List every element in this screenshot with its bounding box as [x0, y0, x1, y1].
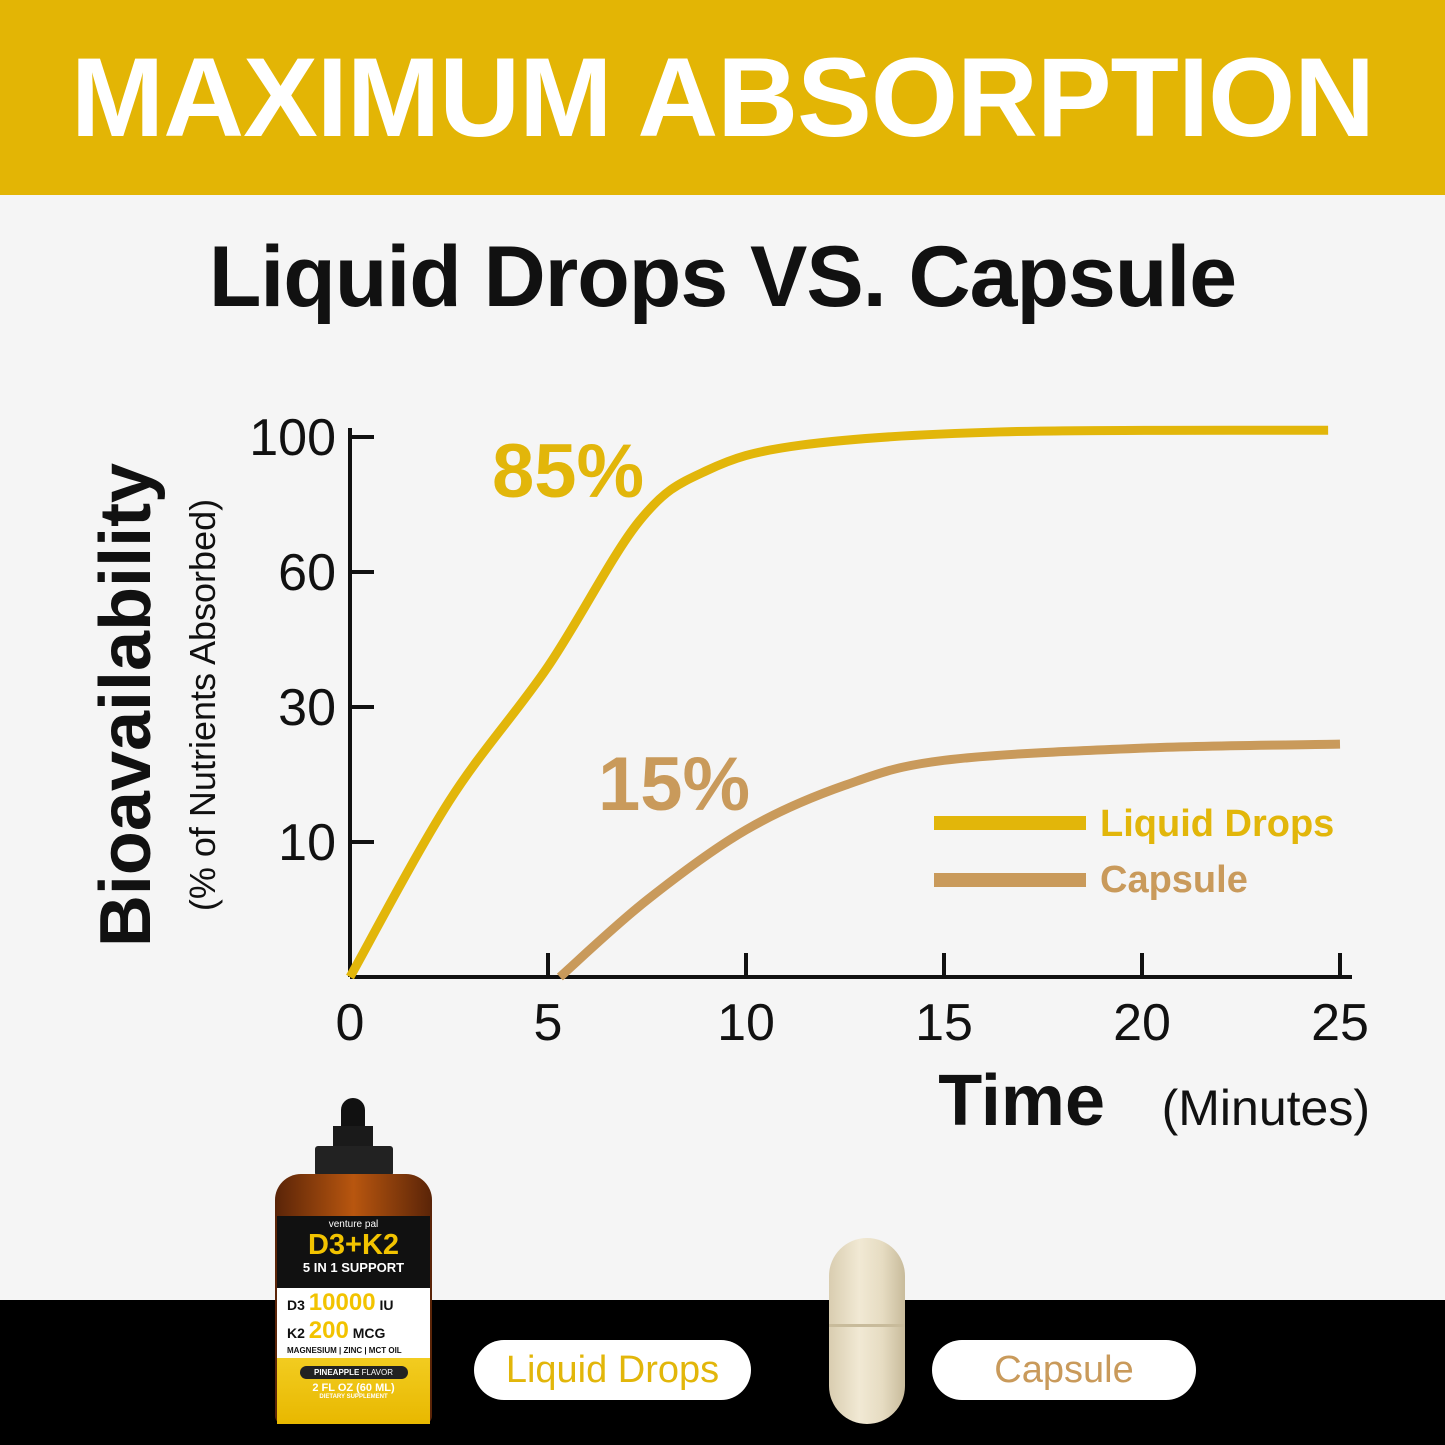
flavor-label: FLAVOR: [361, 1368, 393, 1377]
product-name: D3+K2: [307, 1229, 400, 1261]
y-tick-label: 60: [278, 544, 336, 602]
x-tick-label: 25: [1311, 994, 1369, 1052]
k2-label: K2: [287, 1325, 305, 1341]
k2-value: 200: [308, 1317, 349, 1344]
product-extras: MAGNESIUM | ZINC | MCT OIL: [287, 1346, 402, 1355]
liquid-annotation: 85%: [492, 429, 644, 514]
series-line-capsule: [556, 739, 1341, 981]
y-tick-label: 10: [278, 814, 336, 872]
x-tick-label: 5: [534, 994, 563, 1052]
d3-unit: IU: [379, 1297, 394, 1313]
legend-label-capsule: Capsule: [1100, 859, 1248, 901]
capsule-annotation: 15%: [598, 742, 750, 827]
x-tick-label: 10: [717, 994, 775, 1052]
x-tick-label: 20: [1113, 994, 1171, 1052]
k2-unit: MCG: [352, 1325, 386, 1341]
banner-title: MAXIMUM ABSORPTION: [70, 35, 1375, 160]
capsule-image: [829, 1238, 905, 1424]
x-axis-unit: (Minutes): [1162, 1080, 1370, 1136]
x-tick-label: 15: [915, 994, 973, 1052]
chart-subtitle: Liquid Drops VS. Capsule: [208, 229, 1237, 325]
y-axis-sublabel: (% of Nutrients Absorbed): [182, 499, 223, 911]
product-size: 2 FL OZ (60 ML): [312, 1382, 395, 1394]
product-support: 5 IN 1 SUPPORT: [302, 1260, 405, 1275]
flavor-name: PINEAPPLE: [314, 1368, 360, 1377]
y-tick-label: 30: [278, 679, 336, 737]
capsule-pill: Capsule: [932, 1340, 1196, 1400]
product-type: DIETARY SUPPLEMENT: [319, 1394, 388, 1400]
d3-value: 10000: [308, 1289, 376, 1316]
product-bottle: venture pal D3+K2 5 IN 1 SUPPORT D3 1000…: [275, 1098, 432, 1428]
legend-label-liquid: Liquid Drops: [1100, 803, 1334, 845]
x-tick-label: 0: [336, 994, 365, 1052]
y-tick-label: 100: [249, 409, 336, 467]
d3-label: D3: [287, 1297, 305, 1313]
product-brand: venture pal: [328, 1219, 379, 1230]
x-axis-label: Time: [938, 1061, 1105, 1141]
series-line-liquid-drops: [346, 425, 1329, 980]
y-axis-label: Bioavailability: [86, 463, 166, 947]
liquid-drops-pill: Liquid Drops: [474, 1340, 751, 1400]
banner: MAXIMUM ABSORPTION: [0, 0, 1445, 195]
